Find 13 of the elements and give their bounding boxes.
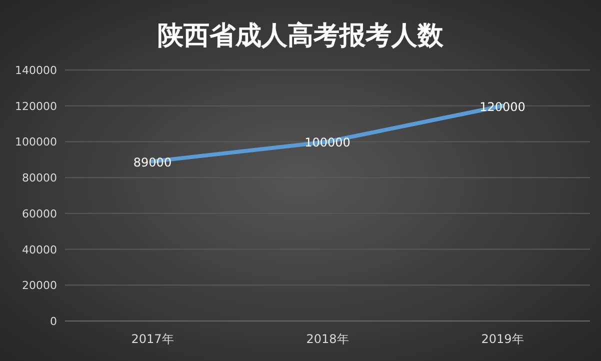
- y-tick-label: 40000: [22, 243, 57, 256]
- y-tick-label: 20000: [22, 279, 57, 292]
- y-tick-label: 140000: [15, 64, 57, 77]
- x-tick-label: 2018年: [306, 332, 349, 346]
- data-label: 89000: [133, 155, 172, 170]
- y-tick-label: 0: [50, 315, 57, 328]
- y-tick-label: 100000: [15, 136, 57, 149]
- y-tick-label: 60000: [22, 207, 57, 220]
- y-tick-label: 80000: [22, 172, 57, 185]
- chart-title: 陕西省成人高考报考人数: [158, 21, 444, 51]
- y-tick-label: 120000: [15, 100, 57, 113]
- x-tick-label: 2019年: [481, 332, 524, 346]
- x-tick-label: 2017年: [131, 332, 174, 346]
